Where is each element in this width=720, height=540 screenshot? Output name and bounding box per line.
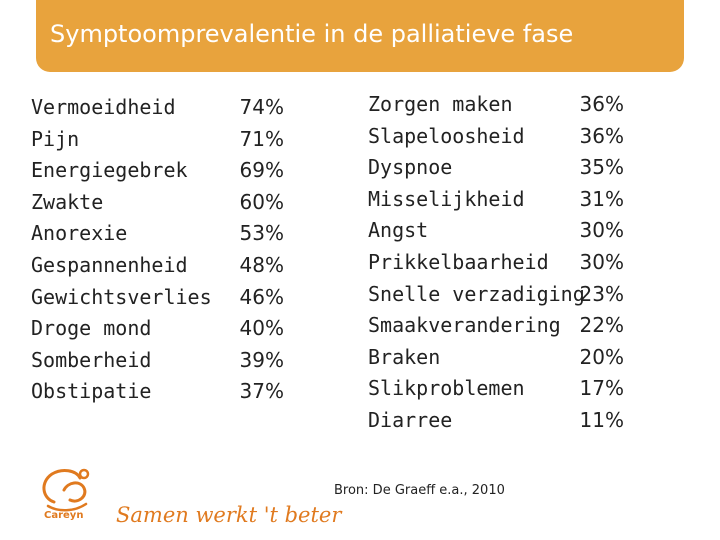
symptom-name: Braken <box>368 344 441 369</box>
symptom-percent: 31% <box>579 186 624 211</box>
symptom-percent: 35% <box>579 155 624 180</box>
symptom-percent: 37% <box>239 379 284 404</box>
left-percent-list: 74% 71% 69% 60% 53% 48% 46% 40% 39% 37% <box>232 92 284 408</box>
left-symptom-list: Vermoeidheid Pijn Energiegebrek Zwakte A… <box>31 92 212 408</box>
symptom-percent: 22% <box>579 313 624 338</box>
symptom-percent: 71% <box>239 126 284 151</box>
slogan: Samen werkt 't beter <box>116 503 342 527</box>
symptom-name: Angst <box>368 218 429 243</box>
logo-name: Careyn <box>44 510 84 521</box>
symptom-name: Vermoeidheid <box>31 95 176 119</box>
symptom-percent: 40% <box>239 316 284 341</box>
symptom-percent: 17% <box>579 376 624 401</box>
symptom-name: Slapeloosheid <box>368 123 525 148</box>
symptom-name: Gespannenheid <box>31 252 188 277</box>
symptom-percent: 23% <box>579 281 624 306</box>
source-citation: Bron: De Graeff e.a., 2010 <box>334 483 505 498</box>
symptom-percent: 69% <box>239 158 284 183</box>
symptom-percent: 39% <box>239 347 284 372</box>
symptom-name: Energiegebrek <box>31 158 188 183</box>
symptom-name: Diarree <box>368 407 453 432</box>
symptom-name: Zorgen maken <box>368 92 513 116</box>
page-title: Symptoomprevalentie in de palliatieve fa… <box>50 20 574 48</box>
symptom-name: Misselijkheid <box>368 186 525 211</box>
symptom-name: Obstipatie <box>31 379 152 404</box>
symptom-name: Somberheid <box>31 347 152 372</box>
symptom-name: Prikkelbaarheid <box>368 249 549 274</box>
symptom-percent: 36% <box>579 92 624 116</box>
symptom-name: Gewichtsverlies <box>31 284 212 309</box>
symptom-percent: 46% <box>239 284 284 309</box>
symptom-name: Zwakte <box>31 189 104 214</box>
symptom-percent: 20% <box>579 344 624 369</box>
symptom-name: Slikproblemen <box>368 376 525 401</box>
symptom-name: Pijn <box>31 126 80 151</box>
symptom-percent: 30% <box>579 249 624 274</box>
symptom-percent: 30% <box>579 218 624 243</box>
symptom-percent: 74% <box>239 95 284 119</box>
symptom-name: Droge mond <box>31 316 152 341</box>
symptom-name: Anorexie <box>31 221 128 246</box>
symptom-percent: 53% <box>239 221 284 246</box>
symptom-name: Dyspnoe <box>368 155 453 180</box>
right-percent-list: 36% 36% 35% 31% 30% 30% 23% 22% 20% 17% … <box>570 89 624 437</box>
symptom-name: Smaakverandering <box>368 313 561 338</box>
symptom-percent: 11% <box>579 407 624 432</box>
symptom-percent: 36% <box>579 123 624 148</box>
careyn-logo-icon <box>42 468 90 512</box>
symptom-percent: 60% <box>239 189 284 214</box>
symptom-percent: 48% <box>239 252 284 277</box>
title-banner: Symptoomprevalentie in de palliatieve fa… <box>36 0 684 72</box>
right-symptom-list: Zorgen maken Slapeloosheid Dyspnoe Misse… <box>368 89 585 437</box>
symptom-name: Snelle verzadiging <box>368 281 585 306</box>
